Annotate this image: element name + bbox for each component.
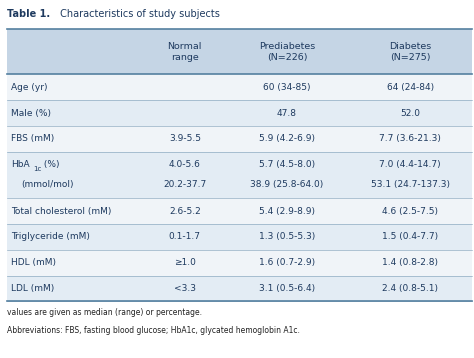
Text: 2.6-5.2: 2.6-5.2: [169, 207, 201, 216]
Bar: [7, 74, 472, 100]
Text: 5.4 (2.9-8.9): 5.4 (2.9-8.9): [259, 207, 315, 216]
Bar: [7, 29, 472, 74]
Text: 7.0 (4.4-14.7): 7.0 (4.4-14.7): [379, 160, 441, 169]
Text: FBS (mM): FBS (mM): [11, 134, 54, 144]
Text: Characteristics of study subjects: Characteristics of study subjects: [57, 9, 220, 19]
Text: Triglyceride (mM): Triglyceride (mM): [11, 232, 90, 242]
Bar: [7, 100, 472, 126]
Text: 1c: 1c: [34, 166, 42, 171]
Text: 38.9 (25.8-64.0): 38.9 (25.8-64.0): [250, 180, 324, 189]
Text: 1.5 (0.4-7.7): 1.5 (0.4-7.7): [382, 232, 438, 242]
Text: (%): (%): [41, 160, 59, 169]
Text: 4.0-5.6: 4.0-5.6: [169, 160, 201, 169]
Text: 47.8: 47.8: [277, 108, 297, 118]
Text: Normal
range: Normal range: [168, 42, 202, 62]
Text: HDL (mM): HDL (mM): [11, 258, 56, 267]
Text: 0.1-1.7: 0.1-1.7: [169, 232, 201, 242]
Text: 3.9-5.5: 3.9-5.5: [169, 134, 201, 144]
Text: 1.3 (0.5-5.3): 1.3 (0.5-5.3): [259, 232, 315, 242]
Text: Prediabetes
(N=226): Prediabetes (N=226): [259, 42, 315, 62]
Bar: [7, 152, 472, 198]
Text: 2.4 (0.8-5.1): 2.4 (0.8-5.1): [382, 284, 438, 293]
Text: 5.7 (4.5-8.0): 5.7 (4.5-8.0): [259, 160, 315, 169]
Text: Diabetes
(N=275): Diabetes (N=275): [389, 42, 431, 62]
Text: Total cholesterol (mM): Total cholesterol (mM): [11, 207, 111, 216]
Bar: [7, 126, 472, 152]
Text: (mmol/mol): (mmol/mol): [21, 180, 74, 189]
Text: 5.9 (4.2-6.9): 5.9 (4.2-6.9): [259, 134, 315, 144]
Text: Table 1.: Table 1.: [7, 9, 50, 19]
Text: LDL (mM): LDL (mM): [11, 284, 54, 293]
Text: 53.1 (24.7-137.3): 53.1 (24.7-137.3): [371, 180, 449, 189]
Text: 4.6 (2.5-7.5): 4.6 (2.5-7.5): [382, 207, 438, 216]
Text: 60 (34-85): 60 (34-85): [263, 83, 311, 92]
Text: 1.6 (0.7-2.9): 1.6 (0.7-2.9): [259, 258, 315, 267]
Bar: [7, 224, 472, 250]
Text: 3.1 (0.5-6.4): 3.1 (0.5-6.4): [259, 284, 315, 293]
Text: 64 (24-84): 64 (24-84): [386, 83, 434, 92]
Text: HbA: HbA: [11, 160, 29, 169]
Text: ≥1.0: ≥1.0: [174, 258, 196, 267]
Bar: [7, 198, 472, 224]
Text: Abbreviations: FBS, fasting blood glucose; HbA1c, glycated hemoglobin A1c.: Abbreviations: FBS, fasting blood glucos…: [7, 326, 300, 335]
Text: Age (yr): Age (yr): [11, 83, 47, 92]
Text: 52.0: 52.0: [400, 108, 420, 118]
Text: values are given as median (range) or percentage.: values are given as median (range) or pe…: [7, 308, 202, 317]
Text: <3.3: <3.3: [174, 284, 196, 293]
Text: 7.7 (3.6-21.3): 7.7 (3.6-21.3): [379, 134, 441, 144]
Text: Male (%): Male (%): [11, 108, 51, 118]
Bar: [7, 276, 472, 301]
Text: 1.4 (0.8-2.8): 1.4 (0.8-2.8): [382, 258, 438, 267]
Text: 20.2-37.7: 20.2-37.7: [163, 180, 206, 189]
Bar: [7, 250, 472, 276]
